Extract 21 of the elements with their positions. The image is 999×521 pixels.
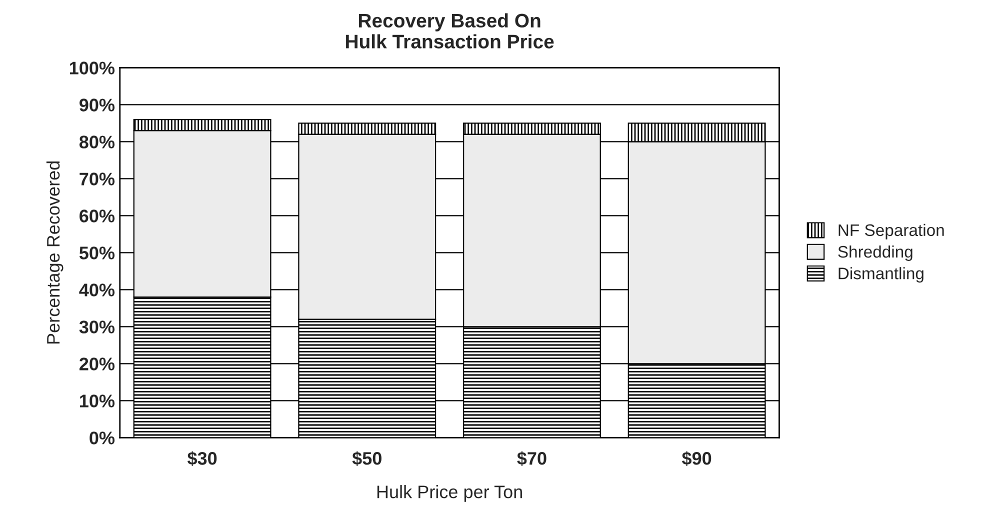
- y-tick-label: 70%: [80, 172, 115, 186]
- x-tick-label: $70: [517, 451, 546, 466]
- legend-label: NF Separation: [838, 224, 944, 240]
- y-tick-label: 20%: [80, 358, 115, 370]
- y-tick-label: 90%: [80, 98, 115, 112]
- x-tick-label: $50: [352, 451, 382, 466]
- x-axis-title: Hulk Price per Ton: [377, 485, 522, 502]
- legend-label: Dismantling: [838, 267, 924, 283]
- y-tick-label: 40%: [79, 284, 115, 296]
- y-tick-label: 100%: [70, 62, 115, 74]
- legend-label: Shredding: [838, 245, 912, 261]
- x-tick-label: $30: [187, 451, 217, 466]
- y-tick-label: 80%: [79, 136, 115, 148]
- y-tick-label: 60%: [80, 210, 115, 222]
- x-tick-label: $90: [682, 451, 712, 466]
- y-tick-label: 10%: [80, 394, 115, 408]
- y-axis-title: Percentage Recovered: [46, 162, 64, 344]
- y-tick-label: 30%: [79, 320, 115, 334]
- y-tick-label: 0%: [90, 432, 115, 444]
- chart-title: Recovery Based On Hulk Transaction Price: [346, 13, 554, 48]
- y-tick-label: 50%: [79, 246, 115, 260]
